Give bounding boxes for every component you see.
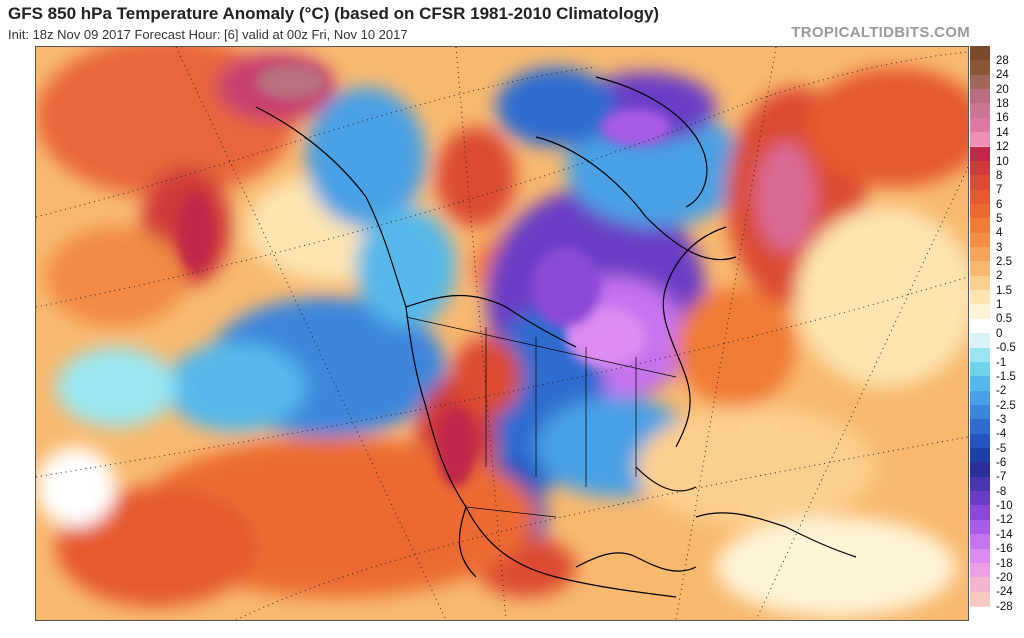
chart-subtitle: Init: 18z Nov 09 2017 Forecast Hour: [6]… bbox=[8, 27, 408, 42]
color-scale-swatch bbox=[970, 160, 990, 177]
color-scale-label: 0.5 bbox=[996, 313, 1012, 326]
color-scale-label: -14 bbox=[996, 528, 1013, 541]
color-scale-label: -24 bbox=[996, 586, 1013, 599]
color-scale-swatch bbox=[970, 232, 990, 248]
color-scale-swatch bbox=[970, 103, 990, 119]
color-scale-label: -8 bbox=[996, 485, 1007, 498]
color-scale-swatch bbox=[970, 448, 990, 464]
color-scale-swatch bbox=[970, 519, 990, 536]
color-scale-swatch bbox=[970, 534, 990, 550]
color-scale-swatch bbox=[970, 46, 990, 62]
color-scale-label: 18 bbox=[996, 98, 1009, 111]
color-scale-swatch bbox=[970, 562, 990, 579]
color-scale-label: 3 bbox=[996, 241, 1003, 254]
color-scale-label: -18 bbox=[996, 557, 1013, 570]
color-scale-swatch bbox=[970, 390, 990, 406]
color-scale-legend: 28 24 20 18 16 14 12 10 8 7 6 5 4 3 2.5 2 1.5 1 0.5 0 -0.5 -1… bbox=[970, 46, 1024, 620]
color-scale-label: -3 bbox=[996, 413, 1007, 426]
color-scale-label: -6 bbox=[996, 457, 1007, 470]
graticule bbox=[36, 47, 968, 620]
coastlines bbox=[255, 76, 857, 598]
color-scale-label: -2 bbox=[996, 385, 1007, 398]
color-scale-label: 5 bbox=[996, 212, 1003, 225]
color-scale-swatch bbox=[970, 189, 990, 205]
anomaly-map bbox=[35, 46, 969, 621]
color-scale-label: -16 bbox=[996, 543, 1013, 556]
color-scale-swatch bbox=[970, 89, 990, 105]
political-borders bbox=[405, 316, 677, 518]
color-scale-swatch bbox=[970, 60, 990, 76]
color-scale-swatch bbox=[970, 376, 990, 392]
color-scale-label: -0.5 bbox=[996, 342, 1016, 355]
color-scale-swatch bbox=[970, 462, 990, 478]
chart-title: GFS 850 hPa Temperature Anomaly (°C) (ba… bbox=[8, 4, 660, 23]
color-scale-swatch bbox=[970, 290, 990, 306]
color-scale-swatch bbox=[970, 247, 990, 263]
color-scale-label: 10 bbox=[996, 155, 1009, 168]
color-scale-swatch bbox=[970, 218, 990, 234]
color-scale-label: -1 bbox=[996, 356, 1007, 369]
color-scale-swatch bbox=[970, 175, 990, 191]
color-scale-label: -20 bbox=[996, 571, 1013, 584]
color-scale-swatch bbox=[970, 146, 990, 162]
color-scale-swatch bbox=[970, 275, 990, 292]
color-scale-swatch bbox=[970, 404, 990, 421]
color-scale-label: 24 bbox=[996, 69, 1009, 82]
color-scale-label: 7 bbox=[996, 184, 1003, 197]
color-scale-label: 1.5 bbox=[996, 284, 1012, 297]
color-scale-label: 28 bbox=[996, 55, 1009, 67]
color-scale-label: -10 bbox=[996, 500, 1013, 513]
color-scale-label: 2.5 bbox=[996, 256, 1012, 269]
color-scale-label: 14 bbox=[996, 126, 1009, 139]
color-scale-swatch bbox=[970, 132, 990, 148]
color-scale-swatch bbox=[970, 476, 990, 493]
color-scale-label: 4 bbox=[996, 227, 1003, 240]
color-scale-swatch bbox=[970, 577, 990, 593]
color-scale-swatch bbox=[970, 433, 990, 450]
color-scale-label: 20 bbox=[996, 83, 1009, 96]
color-scale-label: 8 bbox=[996, 169, 1003, 182]
color-scale-swatch bbox=[970, 304, 990, 320]
color-scale-label: -4 bbox=[996, 428, 1007, 441]
color-scale-swatch bbox=[970, 347, 990, 363]
color-scale-label: 16 bbox=[996, 112, 1009, 125]
color-scale-label: -7 bbox=[996, 471, 1007, 484]
color-scale-swatch bbox=[970, 333, 990, 349]
color-scale-swatch bbox=[970, 361, 990, 378]
color-scale-label: 1 bbox=[996, 299, 1003, 312]
color-scale-label: -1.5 bbox=[996, 370, 1016, 383]
color-scale-swatch bbox=[970, 203, 990, 220]
color-scale-swatch bbox=[970, 318, 990, 335]
color-scale-label: -28 bbox=[996, 600, 1013, 613]
site-watermark: TROPICALTIDBITS.COM bbox=[791, 24, 970, 41]
color-scale-label: 6 bbox=[996, 198, 1003, 211]
color-scale-swatch bbox=[970, 261, 990, 277]
anomaly-map-svg bbox=[36, 47, 968, 620]
color-scale-label: -2.5 bbox=[996, 399, 1016, 412]
color-scale-label: -5 bbox=[996, 442, 1007, 455]
color-scale-label: -12 bbox=[996, 514, 1013, 527]
color-scale-label: 12 bbox=[996, 141, 1009, 154]
color-scale-swatch bbox=[970, 548, 990, 564]
color-scale-swatch bbox=[970, 74, 990, 91]
color-scale-swatch bbox=[970, 505, 990, 521]
color-scale-label: 0 bbox=[996, 327, 1003, 340]
color-scale-label: 2 bbox=[996, 270, 1003, 283]
color-scale-swatch bbox=[970, 591, 990, 607]
color-scale-swatch bbox=[970, 419, 990, 435]
color-scale-swatch bbox=[970, 117, 990, 134]
color-scale-swatch bbox=[970, 491, 990, 507]
